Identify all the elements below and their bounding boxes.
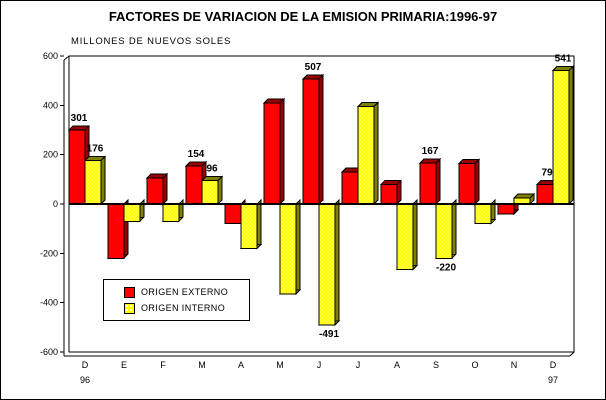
y-tick-label: -600 xyxy=(40,347,58,357)
y-tick-label: 0 xyxy=(53,199,58,209)
x-tick-label: J xyxy=(317,360,322,370)
axis-units-label: MILLONES DE NUEVOS SOLES xyxy=(71,36,232,47)
bar-value-label: 96 xyxy=(206,163,218,174)
x-tick-label: F xyxy=(160,360,166,370)
bar-interno-11 xyxy=(512,192,536,206)
legend: ORIGEN EXTERNO ORIGEN INTERNO xyxy=(103,279,250,321)
bar-externo-8 xyxy=(379,179,403,206)
chart-title: FACTORES DE VARIACION DE LA EMISION PRIM… xyxy=(108,9,498,24)
bar-interno-2 xyxy=(161,198,185,223)
x-tick-label: D xyxy=(550,360,557,370)
bar-value-label: -220 xyxy=(436,262,456,273)
x-tick-label: M xyxy=(198,360,206,370)
bar-interno-10 xyxy=(473,198,497,225)
y-tick-label: -400 xyxy=(40,298,58,308)
bar-interno-5 xyxy=(278,198,302,296)
x-tick-label: E xyxy=(121,360,127,370)
x-tick-label: O xyxy=(471,360,478,370)
bar-externo-9: 167 xyxy=(418,146,442,206)
bar-interno-0: 176 xyxy=(83,144,107,206)
bar-value-label: 301 xyxy=(71,113,88,124)
year-label: 96 xyxy=(80,375,90,385)
bar-value-label: 154 xyxy=(188,149,205,160)
bar-value-label: 541 xyxy=(555,54,572,65)
bar-interno-4 xyxy=(239,198,263,250)
x-tick-label: A xyxy=(238,360,244,370)
bar-externo-6: 507 xyxy=(301,62,325,206)
y-tick-label: 200 xyxy=(43,150,58,160)
red-swatch-icon xyxy=(124,286,135,298)
y-tick-label: 400 xyxy=(43,100,58,110)
bar-interno-8 xyxy=(395,198,419,271)
bar-interno-9: -220 xyxy=(434,198,458,273)
legend-label-origen-interno: ORIGEN INTERNO xyxy=(141,303,226,313)
x-tick-label: D xyxy=(82,360,89,370)
x-tick-label: S xyxy=(433,360,439,370)
bar-value-label: -491 xyxy=(319,329,339,340)
year-label: 97 xyxy=(548,375,558,385)
legend-entry-origen-externo: ORIGEN EXTERNO xyxy=(124,286,249,298)
x-tick-label: N xyxy=(511,360,518,370)
y-tick-label: -200 xyxy=(40,248,58,258)
bar-value-label: 79 xyxy=(541,168,553,179)
yellow-swatch-icon xyxy=(124,302,135,314)
legend-label-origen-externo: ORIGEN EXTERNO xyxy=(141,287,229,297)
y-tick-label: 600 xyxy=(43,51,58,61)
bar-interno-1 xyxy=(122,198,146,223)
bar-externo-2 xyxy=(145,172,169,206)
bar-externo-10 xyxy=(457,158,481,206)
bar-value-label: 167 xyxy=(422,146,439,157)
bar-value-label: 507 xyxy=(305,62,322,73)
bar-externo-5 xyxy=(262,97,286,206)
x-tick-label: J xyxy=(356,360,361,370)
bar-value-label: 176 xyxy=(87,144,104,155)
bar-interno-12: 541 xyxy=(551,54,575,206)
bar-interno-6: -491 xyxy=(317,198,341,340)
x-tick-label: M xyxy=(276,360,284,370)
x-tick-label: A xyxy=(394,360,400,370)
bar-interno-7 xyxy=(356,101,380,206)
legend-entry-origen-interno: ORIGEN INTERNO xyxy=(124,302,249,314)
